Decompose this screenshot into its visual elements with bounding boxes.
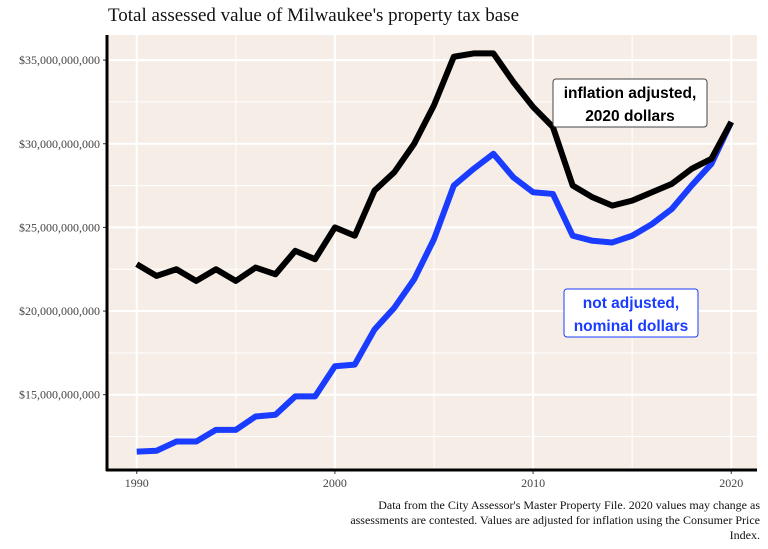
x-tick-label: 2020: [719, 476, 743, 490]
y-tick-label: $15,000,000,000: [19, 388, 100, 402]
y-tick-label: $20,000,000,000: [19, 304, 100, 318]
y-tick-label: $25,000,000,000: [19, 220, 100, 234]
label-inflation-adjusted-box: [552, 78, 708, 128]
label-nominal-line2: nominal dollars: [574, 318, 689, 335]
label-nominal-box: [563, 288, 699, 338]
label-inflation-adjusted-line2: 2020 dollars: [585, 108, 675, 125]
x-tick-label: 2010: [521, 476, 545, 490]
y-tick-label: $30,000,000,000: [19, 137, 100, 151]
label-inflation-adjusted-line1: inflation adjusted,: [564, 85, 697, 102]
x-tick-label: 1990: [125, 476, 149, 490]
y-tick-label: $35,000,000,000: [19, 53, 100, 67]
series-line-inflation-adjusted: [135, 50, 734, 284]
x-tick-label: 2000: [323, 476, 347, 490]
label-nominal-line1: not adjusted,: [583, 295, 679, 312]
chart-title: Total assessed value of Milwaukee's prop…: [108, 5, 519, 26]
series-line-nominal: [136, 120, 734, 455]
chart-caption: Data from the City Assessor's Master Pro…: [350, 498, 760, 542]
